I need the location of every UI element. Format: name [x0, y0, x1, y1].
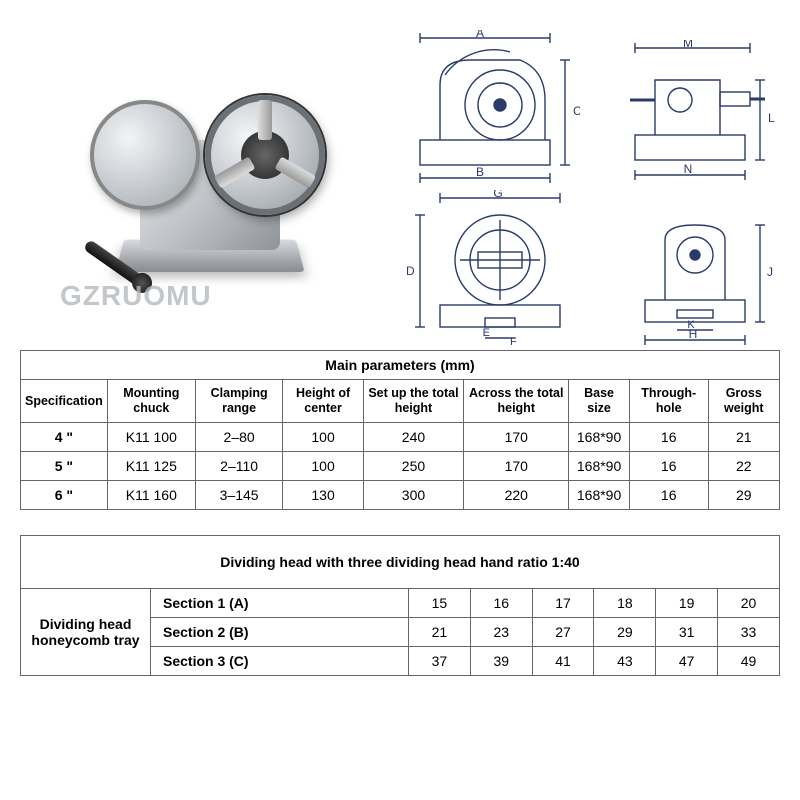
dim-D: D: [406, 264, 415, 278]
col-total-h: Set up the total height: [363, 380, 464, 423]
col-height: Height of center: [283, 380, 363, 423]
dim-H: H: [689, 327, 698, 341]
dividing-head-table: Dividing head with three dividing head h…: [20, 535, 780, 676]
dim-A: A: [476, 30, 484, 40]
product-photo: GZRUOMU: [30, 20, 370, 320]
table-row: 4 " K11 100 2–80 100 240 170 168*90 16 2…: [21, 423, 780, 452]
dim-G: G: [493, 190, 502, 200]
dim-L: L: [768, 111, 775, 125]
table2-title: Dividing head with three dividing head h…: [21, 536, 780, 589]
col-base: Base size: [569, 380, 630, 423]
diagram-tailstock-front: J K H: [615, 200, 775, 345]
diagram-side-view: A B C: [390, 30, 580, 185]
diagram-front-view: G D E F: [400, 190, 595, 345]
col-weight: Gross weight: [708, 380, 779, 423]
row-group-label: Dividing head honeycomb tray: [21, 589, 151, 676]
technical-diagrams: A B C M: [390, 20, 770, 330]
top-section: GZRUOMU A B C: [0, 0, 800, 340]
diagram-tailstock-side: M L N: [600, 40, 775, 185]
dim-J: J: [767, 265, 773, 279]
col-clamp: Clamping range: [195, 380, 283, 423]
main-parameters-table: Main parameters (mm) Specification Mount…: [20, 350, 780, 510]
col-through: Through-hole: [629, 380, 708, 423]
dividing-head-illustration: [50, 40, 350, 300]
dim-N: N: [684, 162, 693, 176]
table-row: 6 " K11 160 3–145 130 300 220 168*90 16 …: [21, 481, 780, 510]
table1-header-row: Specification Mounting chuck Clamping ra…: [21, 380, 780, 423]
dim-C: C: [573, 104, 580, 118]
table1-title: Main parameters (mm): [21, 351, 780, 380]
dim-M: M: [683, 40, 693, 50]
dim-E: E: [483, 327, 490, 339]
col-across: Across the total height: [464, 380, 569, 423]
col-chuck: Mounting chuck: [107, 380, 195, 423]
dim-F: F: [510, 336, 517, 345]
table-row: 5 " K11 125 2–110 100 250 170 168*90 16 …: [21, 452, 780, 481]
watermark-text: GZRUOMU: [60, 280, 212, 312]
col-spec: Specification: [21, 380, 108, 423]
table-row: Dividing head honeycomb tray Section 1 (…: [21, 589, 780, 618]
dim-B: B: [476, 165, 484, 179]
